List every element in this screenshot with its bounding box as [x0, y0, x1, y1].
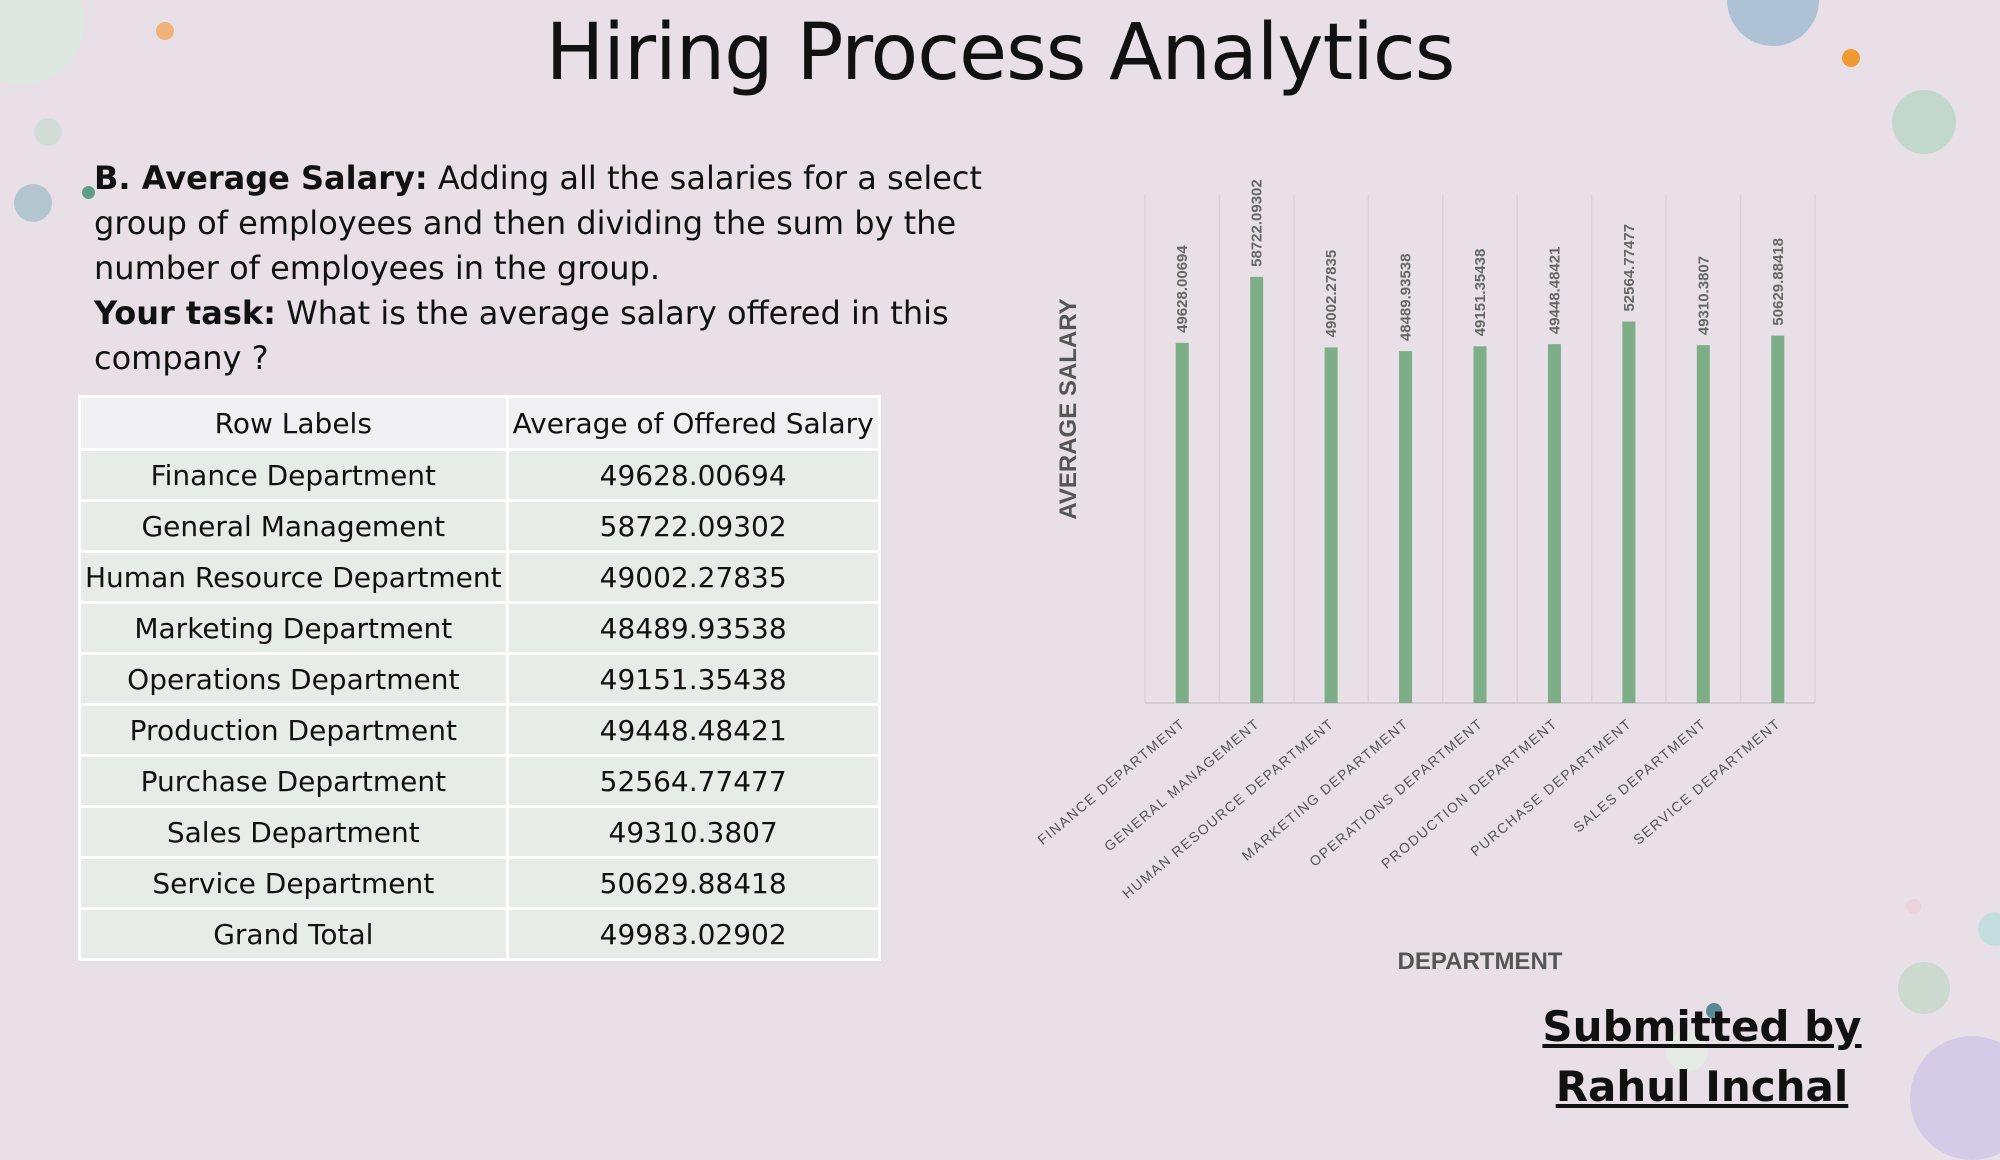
bar: [1250, 276, 1264, 703]
row-label: Service Department: [78, 856, 509, 910]
bar: [1175, 342, 1189, 703]
data-label: 49448.48421: [1546, 247, 1563, 335]
x-tick-label: SALES DEPARTMENT: [1570, 715, 1709, 835]
table-row: Purchase Department 52564.77477: [78, 754, 881, 808]
row-label: Production Department: [78, 703, 509, 757]
decorative-bubble: [34, 118, 62, 146]
row-label: Marketing Department: [78, 601, 509, 655]
column-header: Average of Offered Salary: [505, 395, 881, 451]
row-value: 49002.27835: [505, 550, 881, 604]
row-label: Grand Total: [78, 907, 509, 961]
decorative-bubble: [82, 186, 95, 199]
data-label: 48489.93538: [1398, 254, 1415, 342]
bar: [1473, 346, 1487, 703]
x-tick-label: FINANCE DEPARTMENT: [1034, 715, 1188, 848]
bar: [1696, 345, 1710, 703]
table-row: Sales Department 49310.3807: [78, 805, 881, 859]
row-label: Sales Department: [78, 805, 509, 859]
bar: [1399, 351, 1413, 703]
row-value: 49628.00694: [505, 448, 881, 502]
row-label: Finance Department: [78, 448, 509, 502]
data-label: 49002.27835: [1323, 250, 1340, 338]
decorative-bubble: [156, 22, 174, 40]
table-row: Production Department 49448.48421: [78, 703, 881, 757]
row-label: Human Resource Department: [78, 550, 509, 604]
decorative-bubble: [1910, 1036, 2000, 1160]
x-tick-label: PURCHASE DEPARTMENT: [1467, 715, 1635, 859]
row-label: Purchase Department: [78, 754, 509, 808]
x-tick-label: GENERAL MANAGEMENT: [1101, 715, 1263, 854]
data-label: 49310.3807: [1695, 256, 1712, 335]
row-value: 52564.77477: [505, 754, 881, 808]
x-tick-label: SERVICE DEPARTMENT: [1630, 715, 1784, 848]
table-row: Service Department 50629.88418: [78, 856, 881, 910]
decorative-bubble: [1892, 90, 1956, 154]
data-label: 49151.35438: [1472, 249, 1489, 337]
table-row: Human Resource Department 49002.27835: [78, 550, 881, 604]
row-value: 50629.88418: [505, 856, 881, 910]
bar: [1324, 347, 1338, 703]
decorative-bubble: [1706, 1003, 1722, 1019]
decorative-bubble: [1898, 962, 1950, 1014]
pivot-table: Row Labels Average of Offered Salary Fin…: [78, 395, 881, 961]
decorative-bubble: [14, 184, 52, 222]
submitted-by: Submitted by Rahul Inchal: [1537, 997, 1867, 1117]
table-header-row: Row Labels Average of Offered Salary: [78, 395, 881, 451]
row-value: 48489.93538: [505, 601, 881, 655]
bar: [1547, 344, 1561, 703]
row-value: 58722.09302: [505, 499, 881, 553]
row-value: 49448.48421: [505, 703, 881, 757]
bar: [1771, 335, 1785, 703]
bar: [1622, 321, 1636, 703]
table-row: Operations Department 49151.35438: [78, 652, 881, 706]
row-label: General Management: [78, 499, 509, 553]
page-title: Hiring Process Analytics: [545, 8, 1456, 98]
description-definition: Adding all the salaries for a select gro…: [94, 159, 983, 287]
row-value: 49151.35438: [505, 652, 881, 706]
table-total-row: Grand Total 49983.02902: [78, 907, 881, 961]
x-axis-title: DEPARTMENT: [1398, 948, 1563, 975]
y-axis-title: AVERAGE SALARY: [1055, 298, 1082, 519]
data-label: 52564.77477: [1621, 224, 1638, 312]
column-header: Row Labels: [78, 395, 509, 451]
submitted-by-label: Submitted by: [1542, 1002, 1862, 1051]
row-value: 49310.3807: [505, 805, 881, 859]
decorative-bubble: [1906, 899, 1921, 914]
author-name: Rahul Inchal: [1555, 1062, 1849, 1111]
data-label: 49628.00694: [1174, 245, 1191, 333]
task-text: What is the average salary offered in th…: [94, 294, 949, 377]
data-label: 50629.88418: [1770, 238, 1787, 326]
table-row: Marketing Department 48489.93538: [78, 601, 881, 655]
row-value: 49983.02902: [505, 907, 881, 961]
task-label: Your task:: [94, 294, 276, 332]
salary-bar-chart: 49628.00694 FINANCE DEPARTMENT 58722.09302…: [1034, 179, 1816, 975]
decorative-bubble: [1842, 49, 1860, 67]
table-row: General Management 58722.09302: [78, 499, 881, 553]
row-label: Operations Department: [78, 652, 509, 706]
decorative-bubble: [1978, 912, 2000, 946]
table-row: Finance Department 49628.00694: [78, 448, 881, 502]
description-text: B. Average Salary: Adding all the salari…: [94, 156, 1084, 381]
data-label: 58722.09302: [1249, 179, 1266, 267]
decorative-bubble: [1666, 1030, 1708, 1072]
description-heading: B. Average Salary:: [94, 159, 428, 197]
